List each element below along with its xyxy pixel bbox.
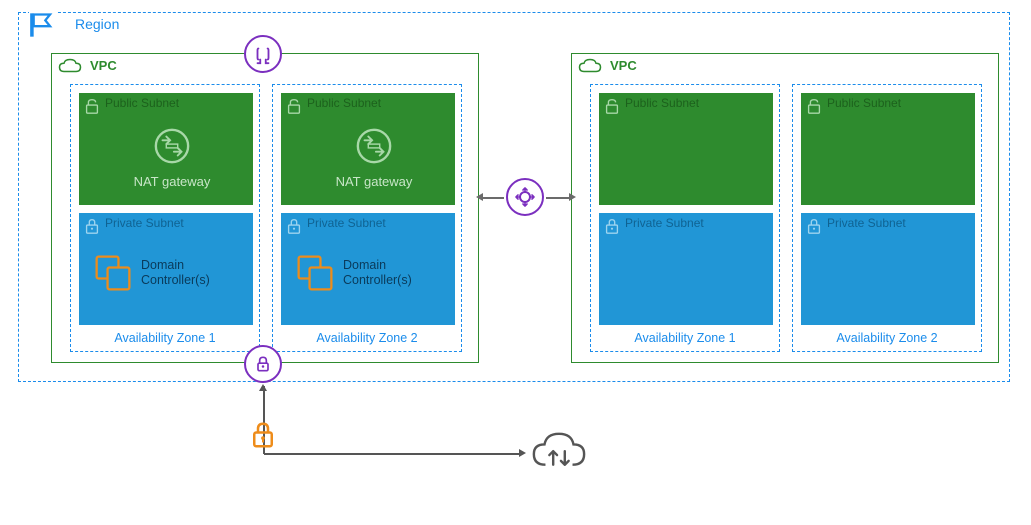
subnet-title: Public Subnet: [307, 96, 381, 110]
private-subnet-right-az1: Private Subnet: [599, 213, 773, 325]
iam-lock-icon: [248, 420, 278, 450]
public-subnet-right-az1: Public Subnet: [599, 93, 773, 205]
connector-line-horizontal: [264, 453, 520, 455]
subnet-title: Public Subnet: [105, 96, 179, 110]
nat-gateway-box: NAT gateway: [309, 127, 439, 189]
vpc-right: VPC Public Subnet Private Subnet Availab…: [571, 53, 999, 363]
nat-gateway-box: NAT gateway: [107, 127, 237, 189]
lock-open-icon: [83, 97, 101, 115]
subnet-title: Private Subnet: [827, 216, 906, 230]
az-label: Availability Zone 2: [793, 331, 981, 345]
region-label: Region: [75, 16, 119, 32]
vpc-left-label: VPC: [90, 58, 117, 73]
lock-closed-icon: [285, 217, 303, 235]
lock-closed-icon: [83, 217, 101, 235]
arrow-head-up-icon: [259, 384, 267, 391]
peering-arrow-right: [546, 197, 570, 199]
subnet-title: Public Subnet: [625, 96, 699, 110]
vpc-cloud-icon: [58, 58, 82, 76]
az-label: Availability Zone 1: [71, 331, 259, 345]
region-flag-icon: [29, 11, 57, 35]
lock-open-icon: [285, 97, 303, 115]
dc-label: Domain Controller(s): [343, 258, 433, 288]
secrets-manager-icon: [244, 345, 282, 383]
subnet-title: Public Subnet: [827, 96, 901, 110]
lock-closed-icon: [603, 217, 621, 235]
az-label: Availability Zone 1: [591, 331, 779, 345]
public-subnet-left-az1: Public Subnet NAT gateway: [79, 93, 253, 205]
nat-label: NAT gateway: [107, 174, 237, 189]
vpc-peering-icon: [506, 178, 544, 216]
internet-gateway-icon: [244, 35, 282, 73]
nat-label: NAT gateway: [309, 174, 439, 189]
private-subnet-left-az2: Private Subnet Domain Controller(s): [281, 213, 455, 325]
private-subnet-right-az2: Private Subnet: [801, 213, 975, 325]
lock-closed-icon: [805, 217, 823, 235]
nat-gateway-icon: [153, 127, 191, 165]
vpc-right-label: VPC: [610, 58, 637, 73]
arrow-head-left-icon: [476, 193, 483, 201]
nat-gateway-icon: [355, 127, 393, 165]
domain-controller-box: Domain Controller(s): [93, 253, 231, 293]
lock-open-icon: [603, 97, 621, 115]
dc-label: Domain Controller(s): [141, 258, 231, 288]
vpc-left-az2: Public Subnet NAT gateway Private Subnet: [272, 84, 462, 352]
arrow-head-right-icon: [519, 449, 526, 457]
subnet-title: Private Subnet: [625, 216, 704, 230]
vpc-right-az1: Public Subnet Private Subnet Availabilit…: [590, 84, 780, 352]
arrow-head-right-icon: [569, 193, 576, 201]
ec2-instance-icon: [295, 253, 335, 293]
peering-arrow-left: [480, 197, 504, 199]
subnet-title: Private Subnet: [307, 216, 386, 230]
public-subnet-left-az2: Public Subnet NAT gateway: [281, 93, 455, 205]
vpc-cloud-icon: [578, 58, 602, 76]
domain-controller-box: Domain Controller(s): [295, 253, 433, 293]
private-subnet-left-az1: Private Subnet Domain Controller(s): [79, 213, 253, 325]
cloud-io-icon: [530, 428, 588, 476]
vpc-left-az1: Public Subnet NAT gateway Private Subnet: [70, 84, 260, 352]
ec2-instance-icon: [93, 253, 133, 293]
az-label: Availability Zone 2: [273, 331, 461, 345]
vpc-right-az2: Public Subnet Private Subnet Availabilit…: [792, 84, 982, 352]
lock-open-icon: [805, 97, 823, 115]
subnet-title: Private Subnet: [105, 216, 184, 230]
public-subnet-right-az2: Public Subnet: [801, 93, 975, 205]
vpc-left: VPC Public Subnet NAT gateway Privat: [51, 53, 479, 363]
